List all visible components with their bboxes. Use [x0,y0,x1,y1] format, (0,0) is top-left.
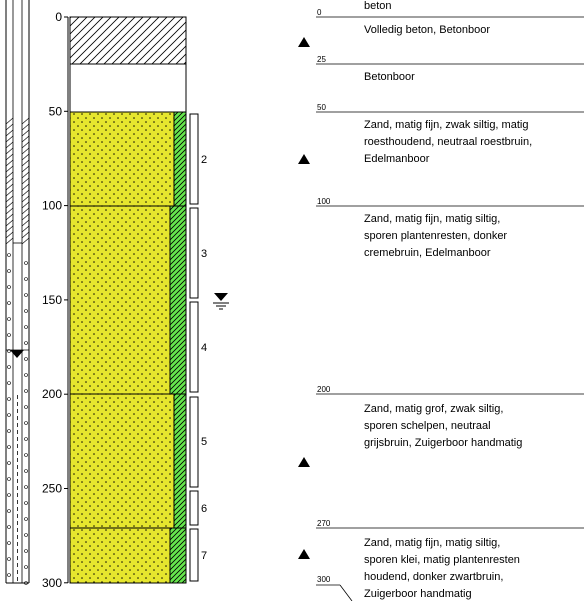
sample-box [189,207,199,299]
layer-description-line: sporen schelpen, neutraal [364,420,491,432]
depth-axis: 0 50 100 150 200 250 300 [42,10,69,590]
pipe-seal-hatch [5,117,30,245]
layer-sand-1-silt [173,111,187,207]
layer-sand-2-silt [169,205,187,395]
sample-box [189,490,199,526]
sample-number: 6 [201,503,207,515]
layer-description-line: beton [364,0,392,12]
sample-intervals: 2 3 4 5 6 7 [189,113,207,582]
groundwater-level-icon [213,293,229,310]
depth-tick-label: 300 [42,576,62,590]
layer-sand-3-silt [173,393,187,529]
triangle-marker-icon [298,37,310,47]
layer-description-line: Zand, matig fijn, zwak siltig, matig [364,119,528,131]
sample-box [189,113,199,205]
end-depth-label: 300 [317,575,331,584]
layer-description-line: roesthoudend, neutraal roestbruin, [364,136,532,148]
layer-sand-2 [69,205,171,395]
layer-descriptions: 0 beton Volledig beton, Betonboor 25 Bet… [316,0,584,601]
end-depth-leader [339,584,353,601]
depth-tick-label: 0 [55,10,62,24]
sample-number: 4 [201,342,207,354]
layer-description-line: Zuigerboor handmatig [364,588,472,600]
depth-tick-label: 100 [42,199,62,213]
triangle-marker-icon [298,457,310,467]
layer-concrete-hatched [69,16,187,65]
layer-description-line: grijsbruin, Zuigerboor handmatig [364,437,522,449]
layer-description-line: sporen klei, matig plantenresten [364,554,520,566]
layer-description-line: cremebruin, Edelmanboor [364,247,491,259]
triangle-marker-icon [298,549,310,559]
sample-number: 2 [201,154,207,166]
layer-sand-4 [69,527,171,584]
layer-description-line: Betonboor [364,71,415,83]
layer-description-line: sporen plantenresten, donker [364,230,507,242]
layer-depth-label: 100 [317,197,331,206]
layer-depth-label: 0 [317,8,322,17]
layer-description-line: Volledig beton, Betonboor [364,24,490,36]
layer-depth-label: 50 [317,103,326,112]
layer-depth-label: 270 [317,519,331,528]
layer-sand-1 [69,111,175,207]
layer-description-line: Zand, matig fijn, matig siltig, [364,537,500,549]
sample-box [189,528,199,582]
depth-tick-label: 250 [42,482,62,496]
layer-concrete-plain [69,63,187,113]
layer-description-line: Zand, matig fijn, matig siltig, [364,213,500,225]
sample-box [189,396,199,488]
drill-markers [298,37,310,559]
layer-sand-3 [69,393,175,529]
depth-tick-label: 50 [49,104,63,118]
layer-description-line: Edelmanboor [364,153,430,165]
layer-depth-label: 200 [317,385,331,394]
layer-description-line: Zand, matig grof, zwak siltig, [364,403,503,415]
layer-sand-4-silt [169,527,187,584]
layer-description-line: houdend, donker zwartbruin, [364,571,503,583]
well-pipe [5,0,30,585]
triangle-marker-icon [298,154,310,164]
depth-tick-label: 200 [42,387,62,401]
depth-tick-label: 150 [42,293,62,307]
pipe-gravel-pack [7,253,28,585]
sample-number: 5 [201,436,207,448]
water-level-marker-pipe [10,350,24,358]
lithology-column [69,16,187,584]
sample-box [189,301,199,393]
sample-number: 7 [201,550,207,562]
sample-number: 3 [201,248,207,260]
layer-depth-label: 25 [317,55,326,64]
